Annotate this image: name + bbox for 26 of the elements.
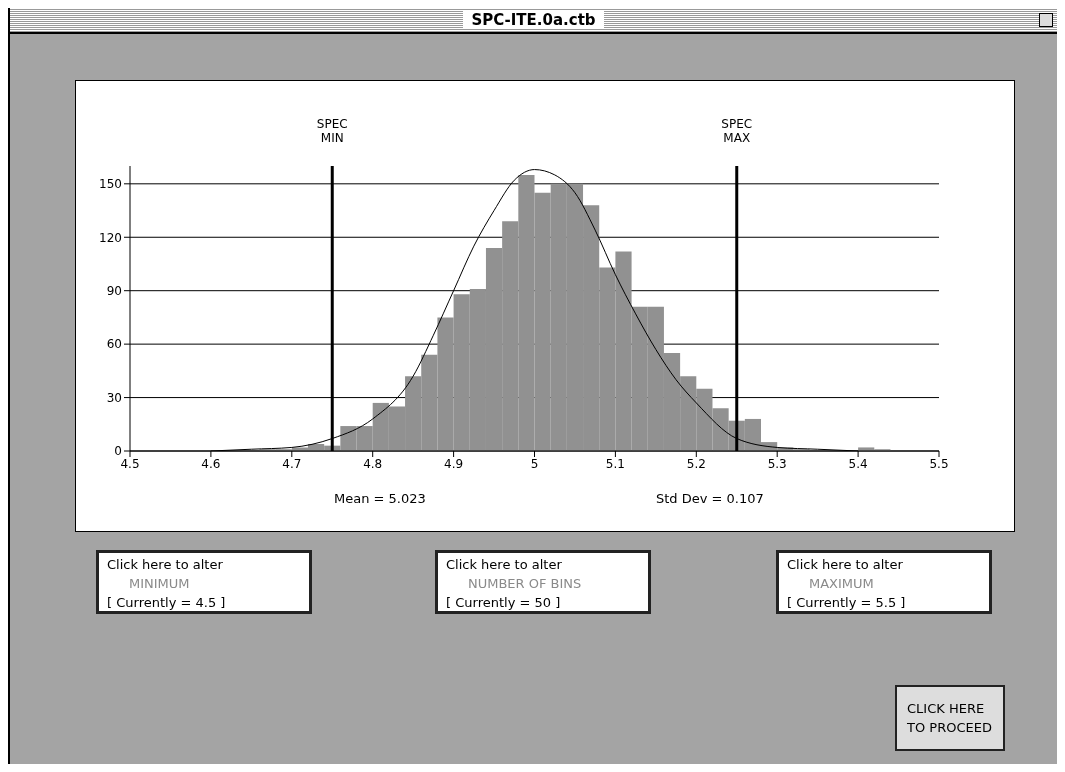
x-tick-label: 4.9 [444,456,464,471]
x-tick-label: 5.2 [686,456,706,471]
x-tick-label: 5.1 [605,456,625,471]
chart-title: SPC-ITE.0a.ctb [463,11,604,29]
button: CLICK HERE TO PROCEED [895,685,1005,751]
x-tick-label: 4.5 [120,456,140,471]
text: Std Dev = 0.107 [656,491,764,506]
input-box: Click here to alter MAXIMUM [ Currently = 5.5 ] [776,550,992,614]
text: Mean = 5.023 [334,491,426,506]
y-tick-label: 30 [106,390,122,405]
y-tick-label: 150 [99,177,122,192]
input-box: Click here to alter NUMBER OF BINS [ Currently = 50 ] [435,550,651,614]
input-box: Click here to alter MINIMUM [ Currently = 4.5 ] [96,550,312,614]
x-tick-label: 5.4 [848,456,868,471]
x-tick-label: 5 [530,456,539,471]
x-tick-label: 4.6 [201,456,221,471]
y-tick-label: 60 [106,337,122,352]
x-tick-label: 5.3 [767,456,787,471]
x-tick-label: 4.7 [282,456,302,471]
ref-line-label: SPEC MAX [721,117,753,145]
ref-line-label: SPEC MIN [316,117,348,145]
x-tick-label: 4.8 [363,456,383,471]
y-tick-label: 120 [99,230,122,245]
x-tick-label: 5.5 [929,456,949,471]
y-tick-label: 0 [114,444,122,459]
y-tick-label: 90 [106,283,122,298]
